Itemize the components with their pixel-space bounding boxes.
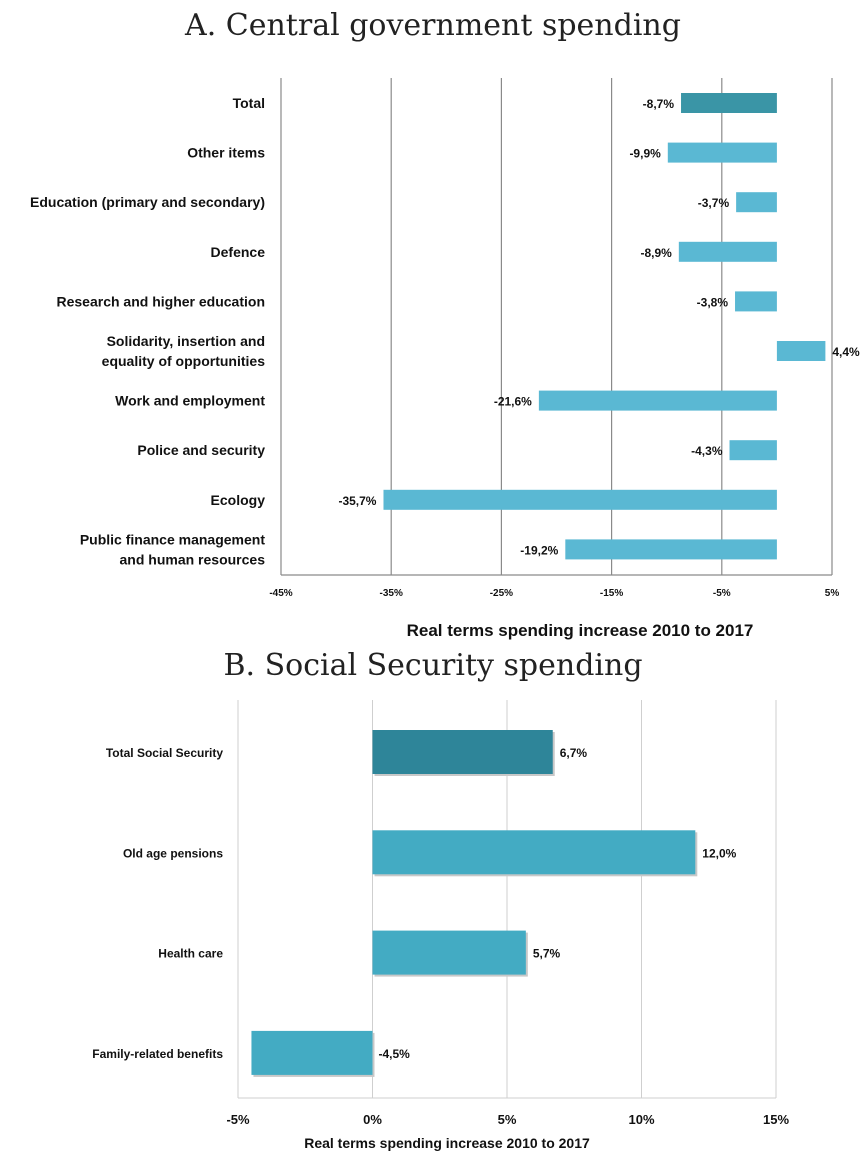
- value-label: 6,7%: [560, 746, 588, 760]
- value-label: -4,3%: [691, 444, 723, 458]
- value-label: 12,0%: [702, 846, 736, 860]
- x-tick-label: -45%: [269, 588, 292, 599]
- x-tick-label: 5%: [498, 1112, 517, 1127]
- value-label: -3,7%: [698, 196, 730, 210]
- x-tick-label: -5%: [713, 588, 731, 599]
- x-tick-label: 0%: [363, 1112, 382, 1127]
- category-label: Research and higher education: [57, 293, 266, 309]
- x-tick-label: -25%: [490, 588, 513, 599]
- value-label: -8,7%: [643, 97, 675, 111]
- category-label: equality of opportunities: [102, 353, 266, 369]
- x-tick-label: -5%: [226, 1112, 250, 1127]
- category-label: Other items: [187, 145, 265, 161]
- category-label: Total: [233, 95, 265, 111]
- bar: [538, 390, 777, 411]
- category-label: Health care: [158, 947, 223, 961]
- category-label: Old age pensions: [123, 846, 223, 860]
- value-label: -4,5%: [379, 1047, 411, 1061]
- category-label: Solidarity, insertion and: [107, 333, 265, 349]
- x-axis-title: Real terms spending increase 2010 to 201…: [304, 1135, 590, 1151]
- value-label: -9,9%: [629, 147, 661, 161]
- value-label: 4,4%: [832, 345, 860, 359]
- category-label: Total Social Security: [106, 746, 223, 760]
- bar: [735, 291, 777, 312]
- x-tick-label: 5%: [825, 588, 840, 599]
- bar: [736, 192, 777, 213]
- category-label: Police and security: [137, 442, 265, 458]
- category-label: Family-related benefits: [92, 1047, 223, 1061]
- x-axis-title: Real terms spending increase 2010 to 201…: [407, 621, 754, 640]
- value-label: -8,9%: [640, 246, 672, 260]
- bar: [383, 489, 777, 510]
- bar: [372, 930, 526, 975]
- bar: [667, 142, 777, 163]
- bar: [251, 1030, 373, 1075]
- bar: [729, 440, 777, 461]
- value-label: 5,7%: [533, 947, 561, 961]
- x-tick-label: -15%: [600, 588, 623, 599]
- category-label: Public finance management: [80, 531, 265, 547]
- category-label: Work and employment: [115, 393, 265, 409]
- chart-a-title: A. Central government spending: [185, 8, 681, 43]
- category-label: Education (primary and secondary): [30, 194, 265, 210]
- category-label: Defence: [211, 244, 266, 260]
- bar: [681, 93, 777, 113]
- x-tick-label: -35%: [380, 588, 403, 599]
- x-tick-label: 10%: [628, 1112, 654, 1127]
- bar: [372, 730, 553, 774]
- bar: [776, 341, 826, 361]
- category-label: and human resources: [120, 551, 266, 567]
- value-label: -35,7%: [338, 494, 376, 508]
- bar: [372, 830, 696, 875]
- value-label: -19,2%: [520, 543, 558, 557]
- bar: [678, 241, 777, 262]
- x-tick-label: 15%: [763, 1112, 789, 1127]
- value-label: -21,6%: [494, 395, 532, 409]
- value-label: -3,8%: [697, 295, 729, 309]
- bar: [565, 539, 777, 560]
- chart-a: -45% -35% -25% -15% -5% 5% Real terms spending…: [30, 78, 860, 640]
- category-label: Ecology: [211, 492, 266, 508]
- chart-b-title: B. Social Security spending: [223, 648, 643, 683]
